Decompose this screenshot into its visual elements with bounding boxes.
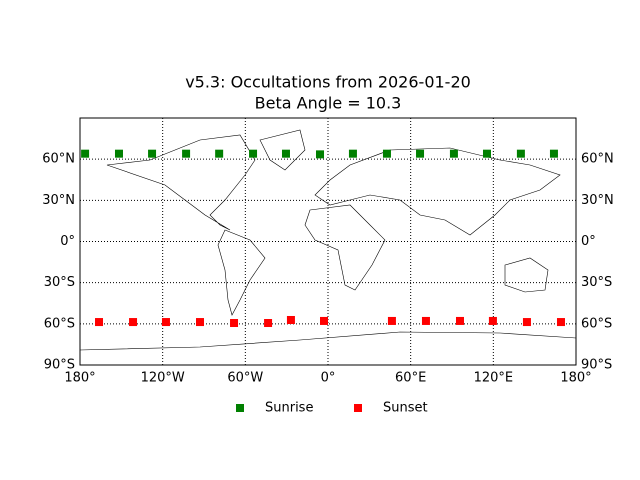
- marker: [421, 316, 430, 325]
- y-tick-label: 90°S: [581, 358, 612, 373]
- x-tick-label: 120°E: [474, 371, 514, 386]
- y-tick-label: 60°N: [42, 152, 75, 167]
- marker: [387, 316, 396, 325]
- x-tick-label: 60°W: [227, 371, 263, 386]
- marker: [482, 149, 491, 158]
- marker: [264, 319, 273, 328]
- y-tick-label: 60°S: [581, 316, 612, 331]
- marker: [215, 149, 224, 158]
- marker: [286, 315, 295, 324]
- chart-title: v5.3: Occultations from 2026-01-20: [185, 73, 471, 92]
- marker: [455, 316, 464, 325]
- marker: [449, 149, 458, 158]
- marker: [516, 149, 525, 158]
- chart-subtitle: Beta Angle = 10.3: [255, 94, 402, 113]
- marker: [81, 149, 90, 158]
- x-tick-label: 120°W: [141, 371, 185, 386]
- legend-marker: [236, 404, 244, 412]
- y-tick-label: 30°N: [581, 193, 614, 208]
- y-tick-label: 90°S: [44, 358, 75, 373]
- marker: [522, 318, 531, 327]
- marker: [348, 149, 357, 158]
- x-tick-label: 180°: [64, 371, 95, 386]
- y-tick-label: 30°N: [42, 193, 75, 208]
- marker: [182, 149, 191, 158]
- marker: [161, 318, 170, 327]
- marker: [148, 149, 157, 158]
- x-tick-label: 0°: [321, 371, 336, 386]
- marker: [230, 319, 239, 328]
- marker: [95, 318, 104, 327]
- marker: [556, 318, 565, 327]
- x-tick-label: 60°E: [395, 371, 426, 386]
- marker: [316, 150, 325, 159]
- x-tick-label: 180°: [560, 371, 591, 386]
- y-tick-label: 30°S: [44, 275, 75, 290]
- marker: [196, 318, 205, 327]
- marker: [281, 149, 290, 158]
- y-tick-label: 0°: [581, 234, 596, 249]
- marker: [114, 149, 123, 158]
- marker: [382, 149, 391, 158]
- legend-label: Sunset: [383, 401, 428, 416]
- y-tick-label: 60°S: [44, 316, 75, 331]
- marker: [249, 149, 258, 158]
- legend-marker: [354, 404, 362, 412]
- marker: [549, 149, 558, 158]
- legend-label: Sunrise: [265, 401, 313, 416]
- y-tick-label: 30°S: [581, 275, 612, 290]
- y-tick-label: 60°N: [581, 152, 614, 167]
- marker: [320, 316, 329, 325]
- marker: [488, 316, 497, 325]
- y-tick-label: 0°: [60, 234, 75, 249]
- marker: [129, 318, 138, 327]
- marker: [416, 149, 425, 158]
